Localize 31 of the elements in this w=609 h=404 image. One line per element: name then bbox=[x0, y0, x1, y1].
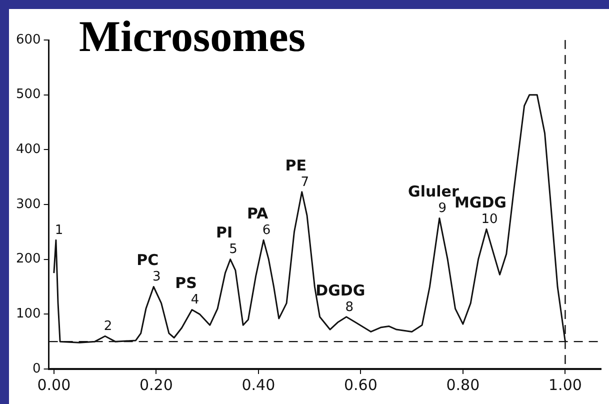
x-tick-label: 0.20 bbox=[139, 376, 173, 394]
annotation: 3 bbox=[152, 270, 161, 285]
annotation: 4 bbox=[190, 292, 200, 308]
y-tick-label: 400 bbox=[16, 142, 41, 158]
annotation: 5 bbox=[229, 242, 238, 258]
y-tick-label: 100 bbox=[16, 306, 41, 322]
annotation: 7 bbox=[300, 174, 310, 190]
x-tick-label: 0.60 bbox=[344, 376, 378, 394]
annotation: 10 bbox=[481, 212, 498, 228]
annotation: 2 bbox=[104, 318, 112, 334]
y-tick-label: 0 bbox=[32, 361, 41, 376]
annotation: 1 bbox=[54, 223, 64, 238]
y-tick-label: 200 bbox=[16, 252, 41, 267]
annotation: DGDG bbox=[316, 281, 366, 300]
annotation: PA bbox=[246, 204, 269, 223]
annotation: 8 bbox=[345, 300, 354, 315]
y-tick-label: 600 bbox=[16, 32, 41, 48]
annotation: PS bbox=[175, 274, 197, 292]
x-tick-label: 0.80 bbox=[446, 376, 480, 394]
annotation: PI bbox=[216, 224, 233, 242]
annotation: PC bbox=[136, 251, 159, 270]
annotation: PE bbox=[285, 156, 307, 174]
annotation: 6 bbox=[262, 223, 271, 238]
x-tick-label: 0.00 bbox=[37, 376, 71, 394]
chart-title: Microsomes bbox=[79, 11, 306, 62]
y-tick-label: 300 bbox=[16, 196, 41, 212]
x-tick-label: 0.40 bbox=[242, 376, 276, 394]
annotation: MGDG bbox=[454, 194, 506, 212]
y-tick-label: 500 bbox=[16, 87, 41, 102]
annotation: 9 bbox=[438, 201, 447, 216]
x-tick-label: 1.00 bbox=[548, 376, 582, 394]
